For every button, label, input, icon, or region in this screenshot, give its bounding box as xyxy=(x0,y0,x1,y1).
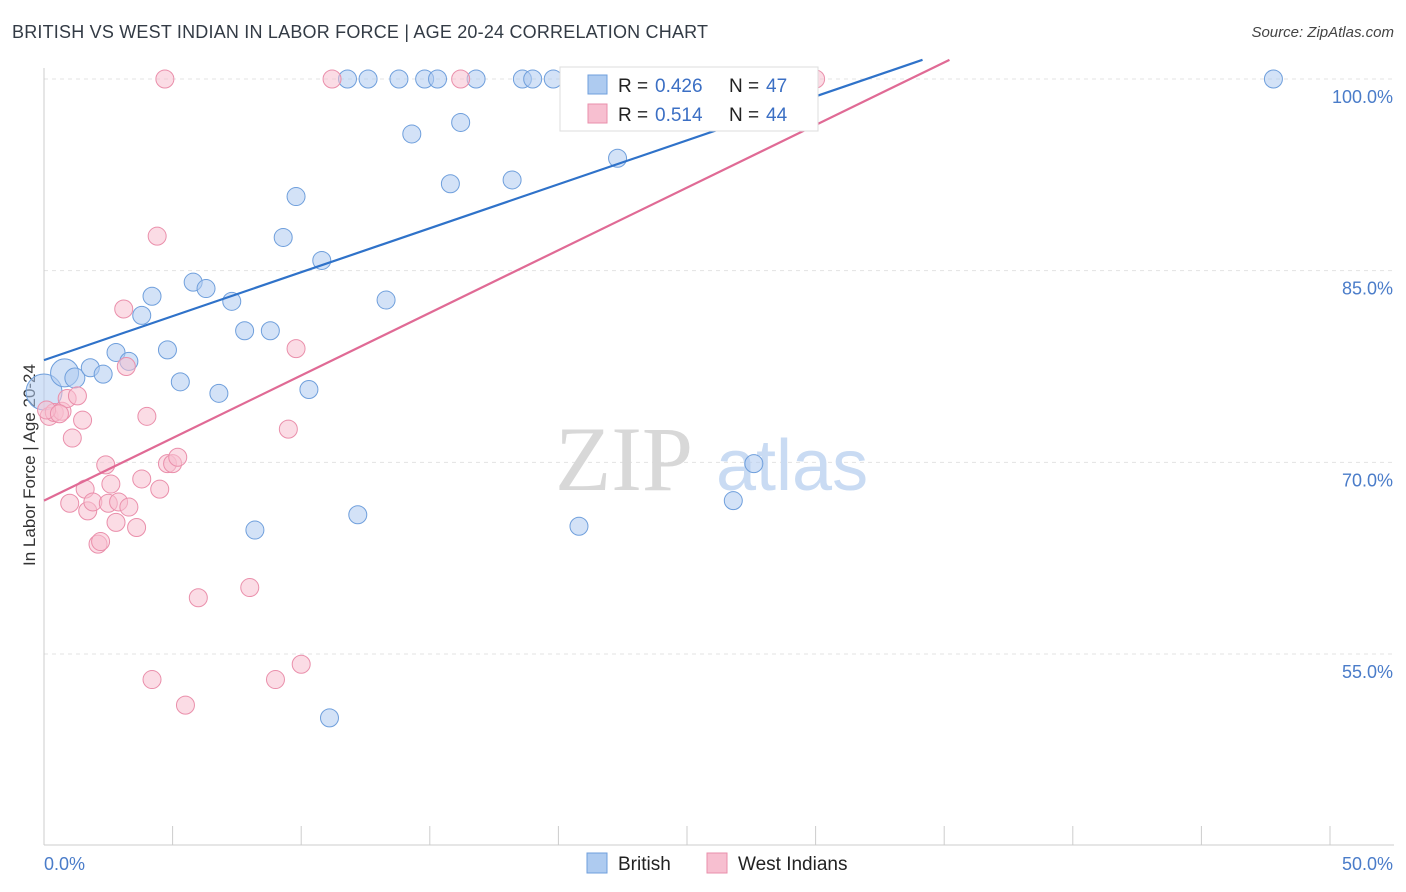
watermark-atlas: atlas xyxy=(716,426,868,506)
west-indians-point xyxy=(142,670,162,690)
legend-west-indians-r-value: 0.514 xyxy=(655,105,703,126)
y-tick-label: 100.0% xyxy=(1332,87,1393,107)
west-indians-point xyxy=(91,532,111,552)
west-indians-point xyxy=(451,69,471,89)
british-point xyxy=(157,340,177,360)
legend-british-n-label: N = xyxy=(729,76,759,97)
west-indians-point xyxy=(155,69,175,89)
west-indians-point xyxy=(137,406,157,426)
west-indians-point xyxy=(60,493,80,513)
legend-british-r-label: R = xyxy=(618,76,648,97)
data-points xyxy=(25,69,1283,728)
west-indians-point xyxy=(322,69,342,89)
british-point xyxy=(451,112,471,132)
y-tick-label: 85.0% xyxy=(1342,279,1393,299)
chart-title: BRITISH VS WEST INDIAN IN LABOR FORCE | … xyxy=(12,22,709,42)
british-point xyxy=(402,124,422,144)
west-indians-point xyxy=(73,410,93,430)
west-indians-point xyxy=(147,226,167,246)
legend-west-indians-swatch xyxy=(587,103,608,124)
west-indians-point xyxy=(106,512,126,532)
legend-british-swatch xyxy=(587,74,608,95)
british-point xyxy=(196,279,216,299)
british-point xyxy=(245,520,265,540)
west-indians-point xyxy=(168,447,188,467)
west-indians-point xyxy=(278,419,298,439)
british-point xyxy=(358,69,378,89)
west-indians-point xyxy=(188,588,208,608)
british-point xyxy=(286,187,306,207)
british-point xyxy=(209,383,229,403)
west-indians-point xyxy=(62,428,82,448)
british-point xyxy=(170,372,190,392)
west-indians-point xyxy=(127,518,147,537)
british-point xyxy=(319,708,339,728)
legend-british-r-value: 0.426 xyxy=(655,76,703,97)
west-indians-point xyxy=(119,497,139,517)
british-point xyxy=(93,364,113,384)
west-indians-point xyxy=(49,404,69,424)
british-point xyxy=(142,286,162,306)
british-point xyxy=(744,454,764,474)
british-point xyxy=(723,491,743,511)
british-point xyxy=(376,290,396,310)
british-point xyxy=(440,174,460,194)
british-point xyxy=(235,321,255,341)
legend-box: R = 0.426 N = 47 R = 0.514 N = 44 xyxy=(559,66,819,132)
british-point xyxy=(348,505,368,525)
west-indians-trend-line xyxy=(43,58,950,502)
legend-west-indians-n-value: 44 xyxy=(766,105,788,126)
british-point xyxy=(389,69,409,89)
y-tick-label: 70.0% xyxy=(1342,470,1393,490)
bottom-legend: British West Indians xyxy=(586,852,847,875)
british-point xyxy=(1263,69,1283,89)
british-point xyxy=(299,380,319,399)
british-point xyxy=(428,69,448,89)
british-point xyxy=(569,516,589,536)
british-point xyxy=(273,227,293,247)
legend-west-indians-r-label: R = xyxy=(618,105,648,126)
west-indians-point xyxy=(265,670,285,690)
chart-source: Source: ZipAtlas.com xyxy=(1251,24,1394,41)
british-point xyxy=(523,69,543,89)
british-point xyxy=(502,170,522,190)
west-indians-point xyxy=(116,357,136,376)
west-indians-point xyxy=(114,299,134,319)
watermark: ZIP atlas xyxy=(555,408,868,510)
bottom-legend-west-indians-label: West Indians xyxy=(738,854,847,875)
x-tick-label-max: 50.0% xyxy=(1342,854,1393,874)
legend-british-n-value: 47 xyxy=(766,76,787,97)
west-indians-point xyxy=(150,479,170,499)
x-tick-label-min: 0.0% xyxy=(44,854,85,874)
british-point xyxy=(132,305,152,325)
y-tick-label: 55.0% xyxy=(1342,662,1393,682)
bottom-legend-british-swatch xyxy=(586,852,608,874)
legend-west-indians-n-label: N = xyxy=(729,105,759,126)
british-point xyxy=(312,250,332,270)
west-indians-point xyxy=(101,474,121,494)
bottom-legend-british-label: British xyxy=(618,854,671,875)
west-indians-point xyxy=(291,654,311,674)
west-indians-point xyxy=(286,339,306,359)
west-indians-point xyxy=(67,386,87,406)
bottom-legend-west-indians-swatch xyxy=(706,852,728,874)
axes: 100.0% 85.0% 70.0% 55.0% 0.0% 50.0% xyxy=(43,68,1394,874)
west-indians-point xyxy=(240,578,260,598)
watermark-zip: ZIP xyxy=(555,408,693,510)
west-indians-point xyxy=(175,695,195,715)
grid-lines xyxy=(44,78,1394,655)
west-indians-point xyxy=(132,469,152,489)
british-point xyxy=(260,321,280,341)
